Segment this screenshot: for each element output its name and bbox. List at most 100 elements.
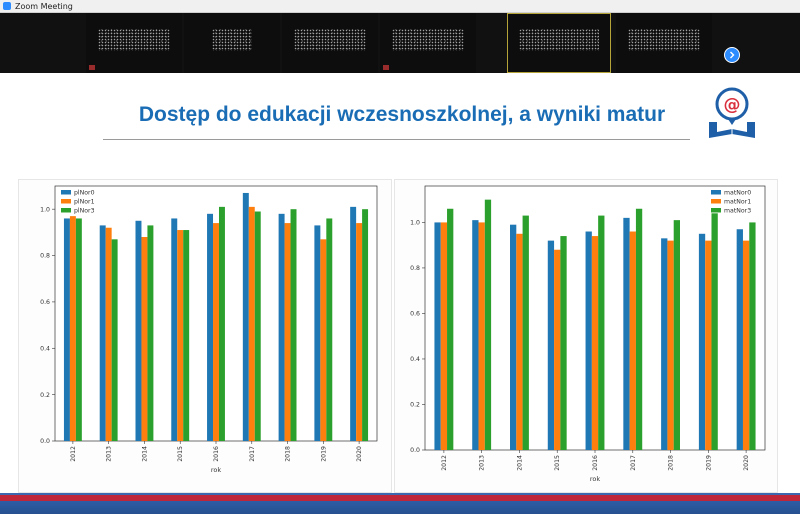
bar-plNor3-2016 — [218, 206, 225, 441]
x-tick-label: 2012 — [70, 446, 77, 462]
bar-plNor3-2017 — [254, 211, 261, 441]
bar-matNor1-2017 — [629, 231, 636, 450]
bar-plNor1-2018 — [284, 223, 291, 441]
participant-thumbnail[interactable] — [282, 13, 378, 73]
bar-plNor3-2020 — [362, 209, 369, 441]
bar-chart-pl-svg: 0.0 0.2 0.4 0.6 0.8 1.0 2012 2013 2014 2015 2016 20… — [40, 185, 378, 474]
zoom-app-icon — [3, 2, 11, 10]
y-tick-label: 0.0 — [40, 438, 50, 445]
y-tick-label: 0.0 — [410, 447, 420, 454]
y-tick-label: 0.2 — [40, 392, 50, 399]
bar-matNor1-2019 — [705, 240, 712, 450]
y-tick-label: 0.6 — [40, 299, 50, 306]
participant-thumbnail[interactable] — [380, 13, 476, 73]
x-tick-label: 2018 — [285, 446, 292, 462]
legend: matNor0 matNor1 matNor3 — [711, 190, 751, 215]
bar-matNor1-2020 — [742, 240, 750, 450]
legend-label: matNor0 — [724, 190, 751, 197]
svg-text:@: @ — [724, 95, 741, 115]
bar-plNor0-2012 — [63, 218, 70, 441]
bar-plNor0-2017 — [242, 192, 249, 441]
bar-plNor3-2013 — [111, 239, 118, 441]
bar-plNor3-2012 — [75, 218, 82, 441]
bar-chart-mat: 0.0 0.2 0.4 0.6 0.8 1.0 2012 2013 2014 2015 2016 20… — [394, 179, 778, 493]
participant-thumbnail[interactable] — [184, 13, 280, 73]
shared-screen-slide: Dostęp do edukacji wczesnoszkolnej, a wy… — [0, 73, 800, 514]
x-tick-label: 2015 — [554, 455, 561, 471]
legend: plNor0 plNor1 plNor3 — [61, 190, 95, 215]
bar-matNor3-2012 — [447, 208, 454, 450]
bar-plNor0-2018 — [278, 213, 285, 441]
legend-swatch — [711, 199, 721, 204]
x-axis-label: rok — [211, 466, 222, 474]
x-tick-label: 2018 — [668, 455, 675, 471]
y-tick-label: 0.8 — [410, 265, 420, 272]
legend-label: plNor0 — [74, 190, 95, 197]
legend-label: plNor3 — [74, 208, 95, 215]
x-tick-label: 2020 — [743, 455, 750, 471]
y-tick-label: 1.0 — [410, 220, 420, 227]
bar-plNor1-2019 — [320, 239, 327, 441]
legend-swatch — [61, 208, 71, 213]
bar-plNor1-2014 — [141, 237, 148, 441]
e-learning-book-icon: @ — [709, 87, 755, 138]
x-tick-label: 2019 — [320, 446, 327, 462]
bar-matNor0-2012 — [434, 222, 441, 450]
bar-matNor3-2015 — [560, 236, 567, 450]
participant-thumbnail[interactable] — [86, 13, 182, 73]
chevron-right-icon — [730, 51, 735, 59]
bar-plNor0-2015 — [171, 218, 178, 441]
bar-plNor1-2013 — [105, 227, 112, 441]
bar-plNor1-2020 — [356, 223, 363, 441]
bar-plNor3-2018 — [290, 209, 297, 441]
legend-label: plNor1 — [74, 199, 95, 206]
y-tick-label: 0.4 — [410, 356, 420, 363]
x-tick-label: 2016 — [592, 455, 599, 471]
x-tick-label: 2016 — [213, 446, 220, 462]
bar-matNor3-2013 — [484, 199, 492, 450]
bar-plNor0-2016 — [207, 213, 214, 441]
bar-matNor0-2013 — [472, 220, 479, 450]
bar-matNor3-2016 — [598, 215, 605, 450]
bar-matNor1-2014 — [516, 233, 523, 450]
bar-plNor1-2015 — [177, 230, 184, 441]
x-tick-label: 2013 — [479, 455, 486, 471]
x-tick-label: 2014 — [141, 446, 148, 462]
next-page-button[interactable] — [724, 47, 740, 63]
bar-matNor0-2019 — [698, 233, 706, 450]
x-tick-label: 2017 — [249, 446, 256, 462]
bar-plNor0-2019 — [314, 225, 321, 441]
bar-matNor1-2013 — [478, 222, 485, 450]
x-tick-label: 2015 — [177, 446, 184, 462]
x-tick-label: 2020 — [356, 446, 363, 462]
bar-matNor3-2014 — [522, 215, 529, 450]
bar-matNor3-2019 — [711, 213, 718, 450]
y-tick-label: 1.0 — [40, 206, 50, 213]
bar-plNor1-2017 — [248, 206, 255, 441]
y-tick-label: 0.2 — [410, 402, 420, 409]
title-divider — [103, 139, 690, 140]
x-axis-label: rok — [590, 475, 601, 483]
bar-matNor3-2020 — [749, 222, 756, 450]
window-title: Zoom Meeting — [15, 1, 73, 11]
footer-line — [0, 493, 800, 495]
legend-swatch — [711, 208, 721, 213]
participant-thumbnail-active[interactable] — [507, 13, 611, 73]
bar-matNor0-2015 — [547, 240, 555, 450]
y-tick-label: 0.8 — [40, 253, 50, 260]
legend-swatch — [711, 190, 721, 195]
legend-label: matNor1 — [724, 199, 751, 206]
footer-blue-band — [0, 501, 800, 514]
bar-matNor1-2012 — [440, 222, 448, 450]
x-tick-label: 2012 — [441, 455, 448, 471]
bar-chart-pl: 0.0 0.2 0.4 0.6 0.8 1.0 2012 2013 2014 2015 2016 20… — [18, 179, 392, 493]
x-tick-label: 2019 — [705, 455, 712, 471]
x-tick-label: 2013 — [106, 446, 113, 462]
bar-plNor3-2015 — [183, 230, 190, 441]
bar-plNor0-2020 — [350, 206, 357, 441]
bar-plNor1-2016 — [213, 223, 219, 441]
participant-video-strip — [0, 13, 800, 73]
bar-matNor0-2020 — [736, 229, 743, 450]
y-tick-label: 0.6 — [410, 311, 420, 318]
participant-thumbnail[interactable] — [616, 13, 712, 73]
